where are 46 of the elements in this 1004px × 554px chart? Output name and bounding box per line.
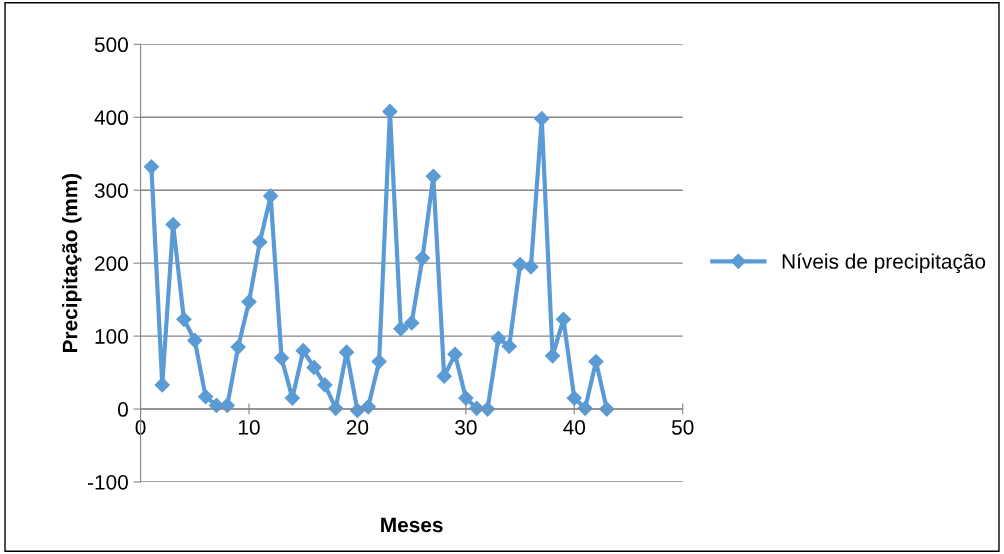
point [534, 111, 550, 127]
point [490, 330, 506, 346]
x-tick-label: 50 [671, 420, 694, 435]
point [176, 311, 192, 327]
point [317, 377, 333, 393]
point [295, 343, 311, 359]
y-tick-label: 0 [117, 402, 128, 417]
point [523, 259, 539, 275]
x-tick-label: 10 [239, 420, 260, 435]
y-axis-title: Precipitação (mm) [62, 173, 82, 353]
point [393, 321, 409, 337]
y-tick-label: 400 [94, 110, 128, 126]
point [404, 315, 420, 331]
x-axis-title: Meses [381, 517, 443, 533]
point [555, 311, 572, 327]
point [187, 332, 203, 349]
point [230, 339, 246, 355]
point [241, 294, 257, 310]
point [198, 389, 214, 405]
point [447, 346, 463, 362]
point [339, 344, 355, 360]
point [545, 348, 561, 364]
point [273, 350, 290, 366]
point [501, 338, 517, 354]
point [154, 377, 170, 393]
point [252, 234, 268, 250]
point [414, 250, 431, 266]
point [425, 168, 441, 184]
y-tick-label: 300 [94, 183, 128, 198]
point [371, 354, 387, 370]
y-tick-label: 100 [95, 329, 128, 344]
y-tick-label: 500 [94, 37, 128, 53]
y-tick-label: -100 [87, 474, 128, 490]
point [436, 368, 452, 384]
x-tick-label: 30 [455, 420, 477, 435]
point [512, 257, 528, 273]
point [566, 390, 582, 406]
point [263, 188, 279, 204]
point [382, 103, 398, 119]
point [306, 359, 322, 376]
legend-label: Níveis de precipitação [782, 253, 986, 274]
x-tick-label: 40 [563, 420, 586, 435]
y-tick-label: 200 [95, 256, 128, 271]
point [143, 159, 159, 175]
point [458, 390, 474, 406]
x-tick-label: 20 [346, 420, 369, 435]
